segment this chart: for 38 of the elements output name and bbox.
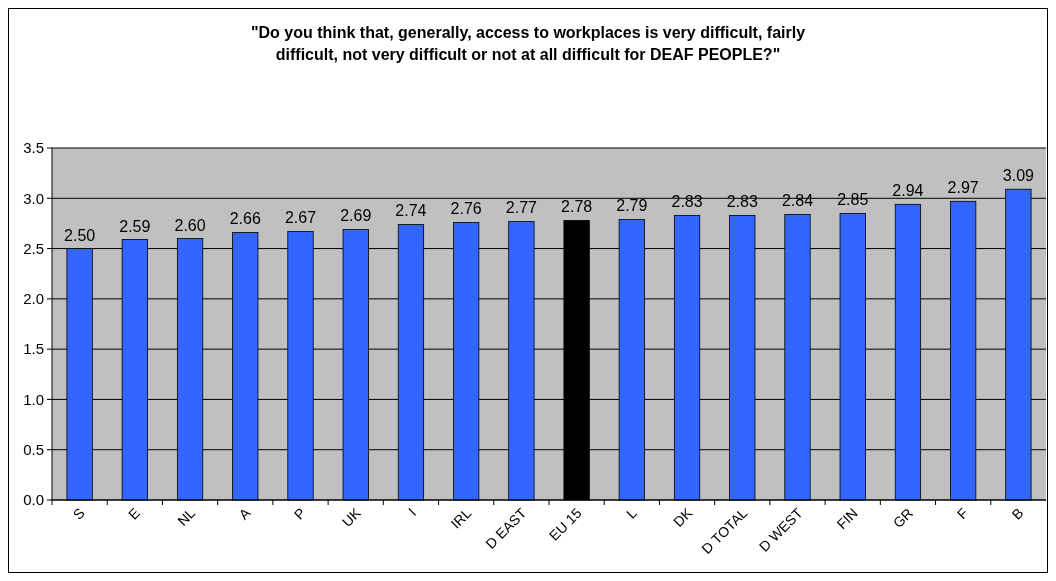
- x-tick-label: DK: [670, 504, 696, 530]
- x-tick-label: L: [623, 504, 641, 522]
- x-tick-label: A: [235, 504, 254, 523]
- x-tick-label: EU 15: [545, 504, 585, 544]
- data-label: 2.69: [340, 207, 372, 225]
- data-label: 2.67: [284, 209, 317, 227]
- data-label: 3.09: [1002, 167, 1035, 185]
- y-tick-label: 3.0: [23, 189, 44, 207]
- chart-title: "Do you think that, generally, access to workplaces is very difficult, fairly difficult, not very difficult or not at all difficult for DEAF PEOPLE?": [250, 24, 806, 63]
- data-label: 2.60: [174, 216, 206, 234]
- x-tick-label: UK: [338, 504, 365, 530]
- x-tick-label: B: [1008, 504, 1027, 523]
- data-label: 2.66: [229, 210, 261, 228]
- data-label: 2.97: [947, 179, 979, 197]
- data-label: 2.76: [450, 200, 482, 218]
- y-tick-label: 0.0: [23, 491, 44, 509]
- x-tick-label: E: [125, 504, 143, 523]
- data-label: 2.59: [119, 217, 151, 235]
- y-tick-label: 1.0: [23, 390, 44, 408]
- x-tick-label: GR: [889, 504, 917, 531]
- data-label: 2.50: [64, 226, 96, 244]
- x-tick-label: IRL: [447, 504, 475, 532]
- x-tick-label: F: [953, 504, 972, 523]
- data-label: 2.78: [561, 198, 593, 216]
- data-label: 2.94: [892, 182, 924, 200]
- y-tick-label: 2.0: [23, 290, 44, 308]
- x-tick-label: P: [290, 504, 309, 523]
- x-tick-label: S: [69, 504, 88, 523]
- x-tick-label: I: [405, 504, 420, 519]
- x-tick-label: FIN: [833, 504, 861, 533]
- y-tick-label: 0.5: [23, 440, 44, 458]
- data-label: 2.74: [395, 202, 427, 220]
- y-tick-label: 1.5: [23, 340, 44, 358]
- data-label: 2.77: [505, 199, 538, 217]
- y-tick-label: 2.5: [23, 239, 44, 257]
- y-tick-label: 3.5: [23, 139, 44, 157]
- data-label: 2.79: [616, 197, 648, 215]
- x-tick-label: NL: [174, 504, 199, 529]
